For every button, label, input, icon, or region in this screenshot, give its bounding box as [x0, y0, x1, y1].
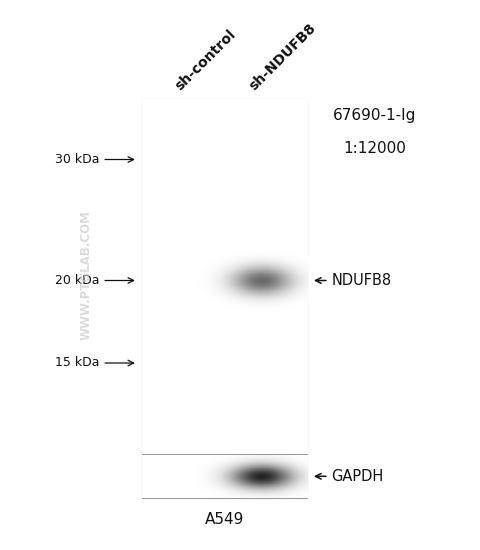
Text: sh-control: sh-control — [172, 28, 239, 94]
Text: WWW.PTGLAB.COM: WWW.PTGLAB.COM — [80, 210, 93, 340]
Text: A549: A549 — [204, 512, 244, 526]
Text: 20 kDa: 20 kDa — [55, 274, 100, 287]
Text: NDUFB8: NDUFB8 — [331, 273, 391, 288]
Text: sh-NDUFB8: sh-NDUFB8 — [247, 21, 319, 94]
Text: GAPDH: GAPDH — [331, 469, 384, 484]
Text: 30 kDa: 30 kDa — [55, 153, 100, 166]
Text: 1:12000: 1:12000 — [343, 141, 406, 156]
Bar — [142, 455, 307, 498]
Text: 67690-1-Ig: 67690-1-Ig — [333, 108, 416, 123]
Bar — [142, 99, 307, 454]
Text: 15 kDa: 15 kDa — [55, 356, 100, 370]
